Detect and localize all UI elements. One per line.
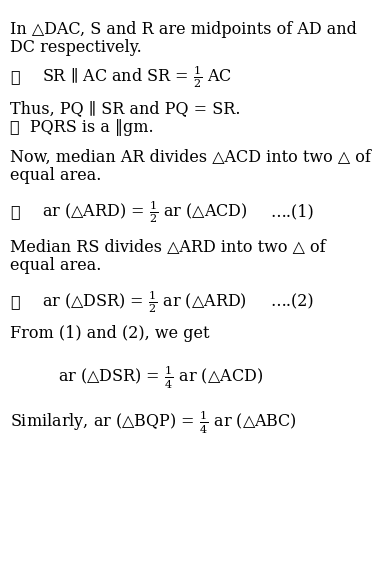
Text: From (1) and (2), we get: From (1) and (2), we get: [10, 324, 210, 342]
Text: equal area.: equal area.: [10, 257, 101, 273]
Text: DC respectively.: DC respectively.: [10, 39, 142, 55]
Text: ∴: ∴: [10, 294, 20, 310]
Text: ….(2): ….(2): [270, 294, 314, 310]
Text: ∴: ∴: [10, 69, 20, 85]
Text: Similarly, ar (△BQP) = $\mathdefault{\frac{1}{4}}$ ar (△ABC): Similarly, ar (△BQP) = $\mathdefault{\fr…: [10, 409, 297, 436]
Text: ar (△ARD) = $\mathdefault{\frac{1}{2}}$ ar (△ACD): ar (△ARD) = $\mathdefault{\frac{1}{2}}$ …: [42, 198, 248, 225]
Text: ∴  PQRS is a ‖gm.: ∴ PQRS is a ‖gm.: [10, 118, 154, 136]
Text: ar (△DSR) = $\mathdefault{\frac{1}{4}}$ ar (△ACD): ar (△DSR) = $\mathdefault{\frac{1}{4}}$ …: [58, 364, 263, 391]
Text: In △DAC, S and R are midpoints of AD and: In △DAC, S and R are midpoints of AD and: [10, 21, 357, 38]
Text: Now, median AR divides △ACD into two △ of: Now, median AR divides △ACD into two △ o…: [10, 148, 371, 166]
Text: ….(1): ….(1): [270, 204, 314, 220]
Text: equal area.: equal area.: [10, 167, 101, 183]
Text: Median RS divides △ARD into two △ of: Median RS divides △ARD into two △ of: [10, 238, 326, 256]
Text: Thus, PQ ∥ SR and PQ = SR.: Thus, PQ ∥ SR and PQ = SR.: [10, 100, 240, 118]
Text: ar (△DSR) = $\mathdefault{\frac{1}{2}}$ ar (△ARD): ar (△DSR) = $\mathdefault{\frac{1}{2}}$ …: [42, 288, 247, 315]
Text: ∴: ∴: [10, 204, 20, 220]
Text: SR ∥ AC and SR = $\mathdefault{\frac{1}{2}}$ AC: SR ∥ AC and SR = $\mathdefault{\frac{1}{…: [42, 63, 232, 90]
